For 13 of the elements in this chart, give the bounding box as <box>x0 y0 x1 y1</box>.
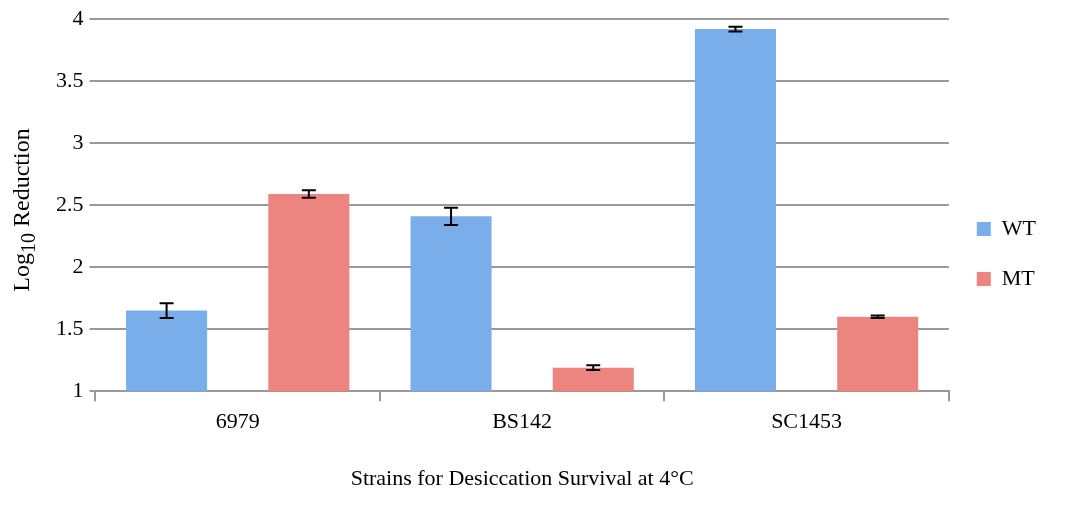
legend-label: WT <box>1001 214 1037 240</box>
y-tick-label: 4 <box>72 4 84 30</box>
y-tick-label: 1 <box>72 376 84 402</box>
y-tick-label: 2 <box>72 252 84 278</box>
y-tick-label: 2.5 <box>56 190 84 216</box>
x-tick-label: BS142 <box>492 408 553 434</box>
x-tick-label: 6979 <box>215 408 260 434</box>
y-tick-label: 1.5 <box>56 314 84 340</box>
y-tick-label: 3.5 <box>56 66 84 92</box>
legend-label: MT <box>1001 264 1036 290</box>
y-tick-label: 3 <box>72 128 84 154</box>
x-tick-label: SC1453 <box>771 408 843 434</box>
x-axis-title: Strains for Desiccation Survival at 4°C <box>350 464 694 490</box>
